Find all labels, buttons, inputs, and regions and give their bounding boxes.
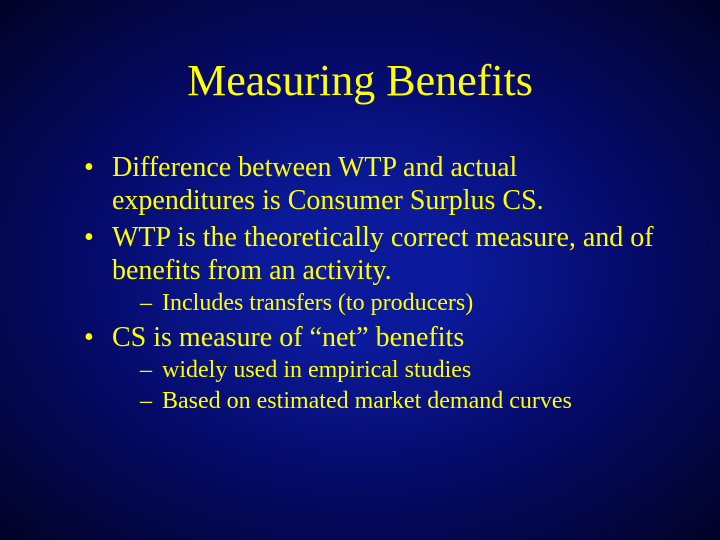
- bullet-text: WTP is the theoretically correct measure…: [112, 222, 654, 286]
- bullet-text: Difference between WTP and actual expend…: [112, 152, 544, 216]
- sub-bullet-item: Includes transfers (to producers): [140, 289, 660, 317]
- slide-body: Difference between WTP and actual expend…: [60, 151, 660, 415]
- slide-title: Measuring Benefits: [60, 55, 660, 106]
- sub-bullet-list: widely used in empirical studies Based o…: [112, 356, 660, 415]
- bullet-item: WTP is the theoretically correct measure…: [84, 221, 660, 317]
- bullet-item: Difference between WTP and actual expend…: [84, 151, 660, 217]
- bullet-item: CS is measure of “net” benefits widely u…: [84, 321, 660, 415]
- slide: Measuring Benefits Difference between WT…: [0, 0, 720, 540]
- sub-bullet-text: widely used in empirical studies: [162, 357, 471, 383]
- bullet-list: Difference between WTP and actual expend…: [60, 151, 660, 415]
- sub-bullet-list: Includes transfers (to producers): [112, 289, 660, 317]
- sub-bullet-text: Includes transfers (to producers): [162, 290, 473, 316]
- bullet-text: CS is measure of “net” benefits: [112, 322, 464, 353]
- sub-bullet-item: widely used in empirical studies: [140, 356, 660, 384]
- sub-bullet-item: Based on estimated market demand curves: [140, 387, 660, 415]
- sub-bullet-text: Based on estimated market demand curves: [162, 388, 572, 414]
